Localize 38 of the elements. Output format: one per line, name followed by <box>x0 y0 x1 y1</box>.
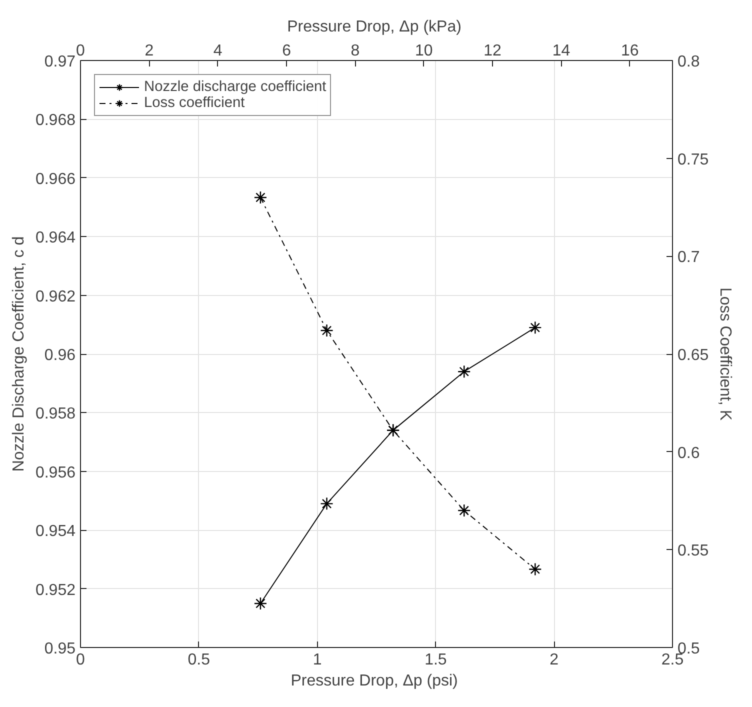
legend-label: Nozzle discharge coefficient <box>144 79 326 95</box>
y-tick-label: 0.96 <box>44 347 76 364</box>
y2-axis-title: Loss Coefficient, K <box>716 287 734 421</box>
y2-tick-label: 0.75 <box>678 151 709 168</box>
y-tick-label: 0.956 <box>35 464 76 482</box>
x-tick-label: 0 <box>76 652 86 668</box>
x-tick-label: 0.5 <box>188 652 210 668</box>
x2-tick-label: 16 <box>621 42 639 60</box>
y2-tick-label: 0.5 <box>678 640 700 658</box>
legend-label: Loss coefficient <box>144 95 245 111</box>
x2-tick-label: 14 <box>552 42 570 60</box>
x2-tick-label: 4 <box>213 42 222 60</box>
y-axis-title: Nozzle Discharge Coefficient, c d <box>10 236 28 472</box>
x-axis-title: Pressure Drop, Δp (psi) <box>290 672 458 690</box>
x2-tick-label: 2 <box>144 42 154 60</box>
x-tick-label: 1 <box>312 652 322 668</box>
y-tick-label: 0.962 <box>35 288 76 306</box>
y2-tick-label: 0.7 <box>678 249 700 266</box>
y2-tick-label: 0.8 <box>678 54 700 70</box>
x2-axis-title: Pressure Drop, Δp (kPa) <box>287 18 462 36</box>
y-tick-label: 0.97 <box>44 54 76 70</box>
x2-tick-label: 12 <box>484 42 502 60</box>
y-tick-label: 0.964 <box>35 230 76 247</box>
y-tick-label: 0.968 <box>35 112 76 130</box>
x2-tick-label: 6 <box>282 42 292 60</box>
y-tick-label: 0.952 <box>35 582 76 599</box>
y-tick-label: 0.966 <box>35 170 76 188</box>
x-tick-label: 2 <box>550 652 559 668</box>
y-tick-label: 0.95 <box>44 640 76 658</box>
x-tick-label: 1.5 <box>424 652 447 668</box>
y-tick-label: 0.958 <box>35 406 76 423</box>
y-tick-label: 0.954 <box>35 523 76 540</box>
y2-tick-label: 0.65 <box>678 347 709 364</box>
y2-tick-label: 0.55 <box>678 542 709 560</box>
y2-tick-label: 0.6 <box>678 444 700 462</box>
x2-tick-label: 8 <box>350 42 360 60</box>
x2-tick-label: 0 <box>76 42 86 60</box>
x2-tick-label: 10 <box>414 42 433 60</box>
